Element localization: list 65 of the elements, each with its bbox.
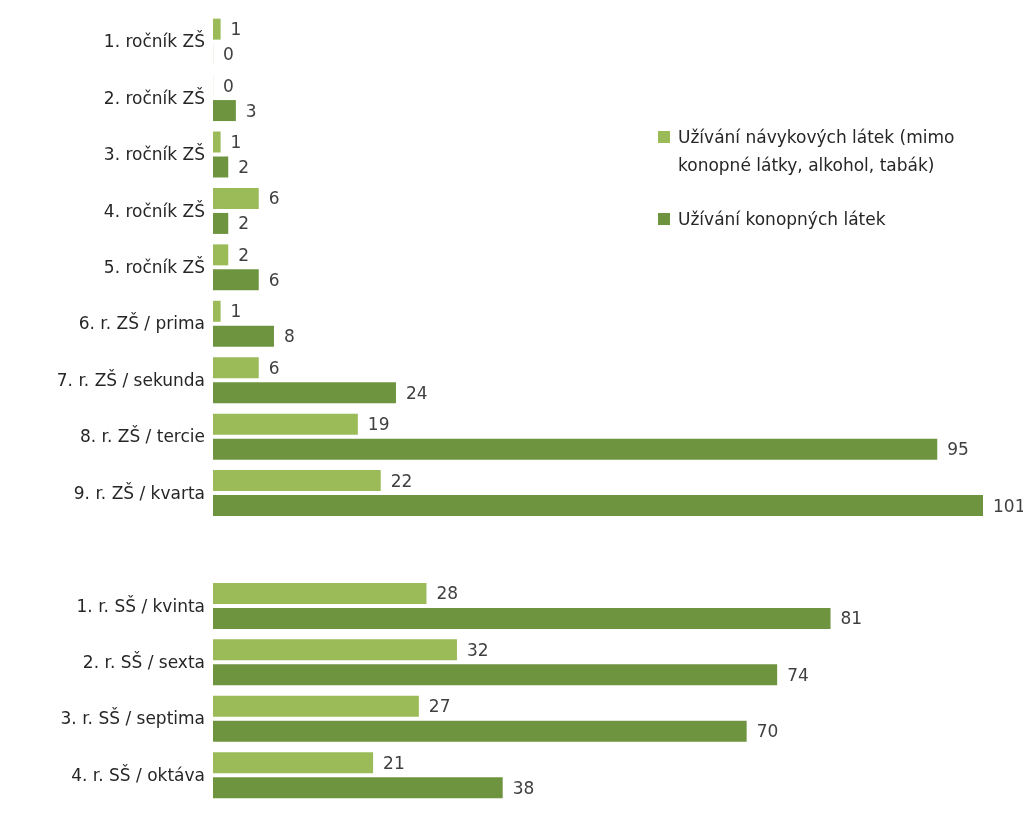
y-tick-label: 3. r. SŠ / septima	[60, 707, 205, 729]
data-label: 28	[436, 583, 459, 604]
data-label: 101	[993, 495, 1026, 516]
data-label: 2	[238, 244, 250, 265]
y-tick-label: 1. ročník ZŠ	[103, 30, 205, 52]
data-label: 24	[405, 382, 428, 403]
y-tick-label: 6. r. ZŠ / prima	[78, 312, 205, 334]
bar	[213, 470, 381, 492]
data-label: 6	[268, 269, 280, 290]
data-label: 1	[230, 132, 242, 153]
data-label: 21	[383, 752, 405, 773]
data-label: 19	[367, 414, 390, 435]
bar	[213, 664, 778, 686]
bar	[213, 695, 419, 717]
y-tick-label: 8. r. ZŠ / tercie	[79, 425, 205, 447]
y-tick-label: 9. r. ZŠ / kvarta	[73, 481, 205, 503]
bar	[213, 269, 259, 291]
bar	[213, 752, 374, 774]
data-label: 32	[466, 639, 489, 660]
y-tick-label: 1. r. SŠ / kvinta	[76, 594, 205, 616]
bar	[213, 244, 229, 266]
data-label: 22	[390, 470, 413, 491]
y-tick-label: 5. ročník ZŠ	[103, 255, 205, 277]
bar	[213, 777, 503, 799]
legend-label: Užívání návykových látek (mimo konopné látky, alkohol, tabák)	[678, 126, 956, 177]
data-label: 70	[756, 721, 779, 742]
bar	[213, 187, 259, 209]
data-label: 38	[512, 777, 535, 798]
data-label: 2	[238, 157, 250, 178]
bar	[213, 212, 229, 234]
y-tick-label: 4. r. SŠ / oktáva	[71, 763, 205, 785]
bar	[213, 438, 938, 460]
bar	[213, 582, 427, 604]
bar	[213, 300, 221, 322]
y-tick-label: 2. r. SŠ / sexta	[82, 650, 205, 672]
bar	[213, 156, 229, 178]
bar	[213, 382, 396, 404]
bar	[213, 720, 747, 742]
data-label: 6	[268, 357, 280, 378]
data-label: 81	[840, 608, 863, 629]
legend-label: Užívání konopných látek	[678, 208, 886, 231]
bar	[213, 131, 221, 153]
data-label: 74	[787, 664, 809, 685]
bar	[213, 413, 358, 435]
data-label: 3	[245, 100, 257, 121]
data-label: 0	[223, 44, 234, 65]
bar	[213, 18, 221, 40]
bar	[213, 639, 457, 661]
data-label: 27	[428, 696, 451, 717]
data-label: 1	[230, 19, 242, 40]
y-tick-label: 4. ročník ZŠ	[103, 199, 205, 221]
data-label: 1	[230, 301, 242, 322]
data-label: 95	[947, 439, 969, 460]
data-label: 8	[283, 326, 295, 347]
y-tick-label: 7. r. ZŠ / sekunda	[56, 368, 205, 390]
bar	[213, 607, 831, 629]
bar	[213, 100, 236, 122]
data-label: 2	[238, 213, 250, 234]
data-label: 0	[223, 75, 234, 96]
data-label: 6	[268, 188, 280, 209]
y-tick-label: 2. ročník ZŠ	[103, 86, 205, 108]
bar	[213, 325, 274, 347]
y-tick-label: 3. ročník ZŠ	[103, 143, 205, 165]
bar	[213, 357, 259, 379]
bar	[213, 495, 983, 517]
